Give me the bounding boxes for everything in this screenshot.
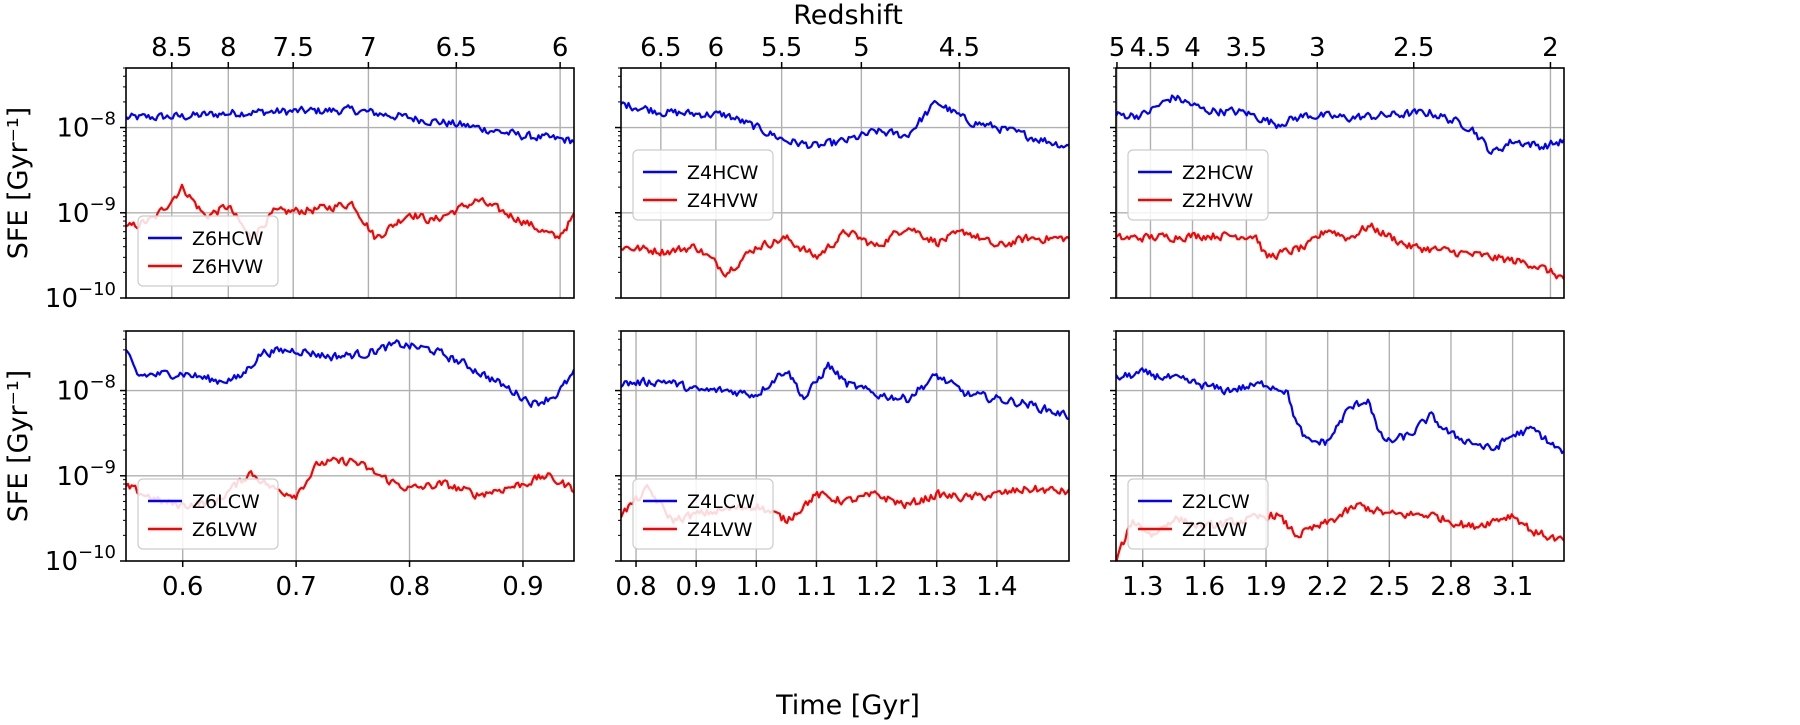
axes-frame	[125, 67, 575, 299]
legend-label: Z2HVW	[1182, 190, 1253, 212]
redshift-tick-label: 7	[360, 33, 377, 63]
redshift-tick-label: 2.5	[1393, 33, 1434, 63]
x-tick-label: 2.8	[1430, 572, 1471, 602]
series-line-Z4HCW	[621, 99, 1069, 149]
legend: Z2LCW Z2LVW	[1127, 478, 1269, 550]
y-tick-label: 10−9	[56, 457, 116, 492]
legend-box	[137, 215, 279, 287]
panel-bottom-right: 1.3 1.6 1.9 2.2 2.5 2.8 3.1 Z2LCW Z2LVW	[1110, 330, 1565, 602]
redshift-tick-label: 4.5	[939, 33, 980, 63]
legend-label: Z6HCW	[192, 228, 264, 250]
y-tick-label: 10−8	[56, 372, 116, 407]
legend-label: Z4LCW	[687, 491, 755, 513]
panel-bottom-middle: 0.8 0.9 1.0 1.1 1.2 1.3 1.4 Z4LCW Z4LVW	[615, 330, 1070, 602]
legend-label: Z6LVW	[192, 519, 258, 541]
series-line-Z4LCW	[621, 361, 1069, 421]
legend-label: Z4LVW	[687, 519, 753, 541]
x-tick-label: 2.5	[1369, 572, 1410, 602]
x-tick-label: 0.8	[615, 572, 656, 602]
axes-frame	[1115, 330, 1565, 562]
x-tick-label: 1.9	[1245, 572, 1286, 602]
y-tick-label: 10−10	[45, 279, 116, 314]
axes-frame	[620, 67, 1070, 299]
redshift-tick-label: 6	[708, 33, 725, 63]
redshift-tick-label: 3.5	[1226, 33, 1267, 63]
legend-label: Z6LCW	[192, 491, 260, 513]
series-line-Z2HCW	[1116, 94, 1564, 155]
series-line-Z6HCW	[126, 104, 574, 145]
panel-top-left: 10−10 10−9 10−8 8.5 8 7.5 7 6.5 6 Z6HCW Z6HVW SFE […	[3, 33, 575, 314]
redshift-tick-label: 6	[552, 33, 569, 63]
series-line-Z6LCW	[126, 339, 574, 408]
x-tick-label: 1.4	[976, 572, 1017, 602]
time-axis-title: Time [Gyr]	[775, 690, 920, 721]
legend-label: Z4HVW	[687, 190, 758, 212]
panel-top-middle: 6.5 6 5.5 5 4.5 Z4HCW Z4HVW	[615, 33, 1070, 299]
series-line-Z6HVW	[126, 183, 574, 240]
x-tick-label: 1.0	[736, 572, 777, 602]
y-tick-label: 10−8	[56, 109, 116, 144]
redshift-tick-label: 4.5	[1130, 33, 1171, 63]
redshift-tick-label: 2	[1542, 33, 1559, 63]
legend-label: Z2LVW	[1182, 519, 1248, 541]
panels-group: 10−10 10−9 10−8 8.5 8 7.5 7 6.5 6 Z6HCW Z6HVW SFE […	[3, 33, 1565, 602]
legend-label: Z6HVW	[192, 256, 263, 278]
series-line-Z4HVW	[621, 227, 1069, 278]
y-tick-label: 10−9	[56, 194, 116, 229]
series-line-Z2HVW	[1116, 222, 1564, 280]
y-axis-title: SFE [Gyr⁻¹]	[3, 107, 34, 259]
x-tick-label: 0.9	[675, 572, 716, 602]
redshift-tick-label: 5.5	[761, 33, 802, 63]
redshift-tick-label: 8.5	[151, 33, 192, 63]
x-tick-label: 0.6	[162, 572, 203, 602]
axes-frame	[1115, 67, 1565, 299]
x-tick-label: 1.1	[796, 572, 837, 602]
axes-frame	[620, 330, 1070, 562]
x-tick-label: 0.9	[502, 572, 543, 602]
y-tick-label: 10−10	[45, 542, 116, 577]
panel-top-right: 5 4.5 4 3.5 3 2.5 2 Z2HCW Z2HVW	[1109, 33, 1565, 299]
legend: Z2HCW Z2HVW	[1127, 149, 1269, 221]
x-tick-label: 0.8	[389, 572, 430, 602]
x-tick-label: 1.2	[856, 572, 897, 602]
redshift-axis-title: Redshift	[793, 0, 903, 31]
x-tick-label: 1.3	[1122, 572, 1163, 602]
redshift-tick-label: 5	[853, 33, 870, 63]
x-tick-label: 1.6	[1184, 572, 1225, 602]
x-tick-label: 1.3	[916, 572, 957, 602]
redshift-tick-label: 3	[1309, 33, 1326, 63]
redshift-tick-label: 6.5	[640, 33, 681, 63]
legend-box	[632, 149, 774, 221]
redshift-tick-label: 6.5	[436, 33, 477, 63]
panel-bottom-left: 10−10 10−9 10−8 0.6 0.7 0.8 0.9 Z6LCW Z6LVW SFE […	[3, 330, 575, 602]
x-tick-label: 3.1	[1492, 572, 1533, 602]
legend: Z6HCW Z6HVW	[137, 215, 279, 287]
legend-box	[137, 478, 279, 550]
legend-box	[632, 478, 774, 550]
x-tick-label: 2.2	[1307, 572, 1348, 602]
legend-label: Z2HCW	[1182, 162, 1254, 184]
legend-box	[1127, 478, 1269, 550]
redshift-tick-label: 7.5	[273, 33, 314, 63]
legend-label: Z2LCW	[1182, 491, 1250, 513]
redshift-tick-label: 4	[1184, 33, 1201, 63]
legend: Z4LCW Z4LVW	[632, 478, 774, 550]
legend: Z4HCW Z4HVW	[632, 149, 774, 221]
legend: Z6LCW Z6LVW	[137, 478, 279, 550]
legend-box	[1127, 149, 1269, 221]
series-line-Z2LCW	[1116, 367, 1564, 455]
y-axis-title: SFE [Gyr⁻¹]	[3, 370, 34, 522]
x-tick-label: 0.7	[275, 572, 316, 602]
redshift-tick-label: 8	[220, 33, 237, 63]
redshift-tick-label: 5	[1109, 33, 1126, 63]
legend-label: Z4HCW	[687, 162, 759, 184]
axes-frame	[125, 330, 575, 562]
